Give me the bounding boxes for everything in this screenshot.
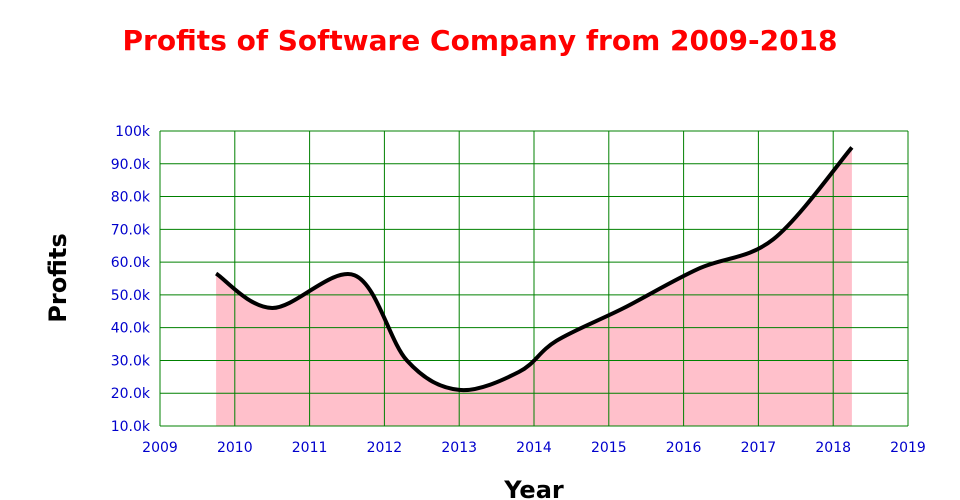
y-tick-label: 70.0k (111, 222, 151, 238)
y-tick-label: 100k (115, 124, 151, 140)
x-tick-label: 2009 (142, 440, 178, 456)
y-tick-label: 40.0k (111, 321, 151, 337)
x-tick-label: 2019 (890, 440, 926, 456)
y-tick-label: 50.0k (111, 288, 151, 304)
y-tick-label: 90.0k (111, 157, 151, 173)
y-tick-label: 20.0k (111, 386, 151, 402)
profit-line (214, 146, 854, 393)
x-tick-label: 2016 (666, 440, 702, 456)
x-axis-label: Year (503, 476, 564, 500)
y-tick-label: 60.0k (111, 255, 151, 271)
x-tick-label: 2011 (292, 440, 328, 456)
x-tick-label: 2015 (591, 440, 627, 456)
y-tick-label: 10.0k (111, 419, 151, 435)
x-tick-label: 2017 (741, 440, 777, 456)
y-tick-label: 80.0k (111, 190, 151, 206)
chart-title: Profits of Software Company from 2009-20… (122, 24, 838, 57)
x-tick-label: 2013 (441, 440, 477, 456)
x-tick-label: 2012 (367, 440, 403, 456)
y-tick-label: 30.0k (111, 353, 151, 369)
x-tick-label: 2014 (516, 440, 552, 456)
x-tick-label: 2018 (815, 440, 851, 456)
profit-area-fill (216, 147, 852, 426)
x-tick-label: 2010 (217, 440, 253, 456)
y-axis-label: Profits (44, 233, 72, 322)
